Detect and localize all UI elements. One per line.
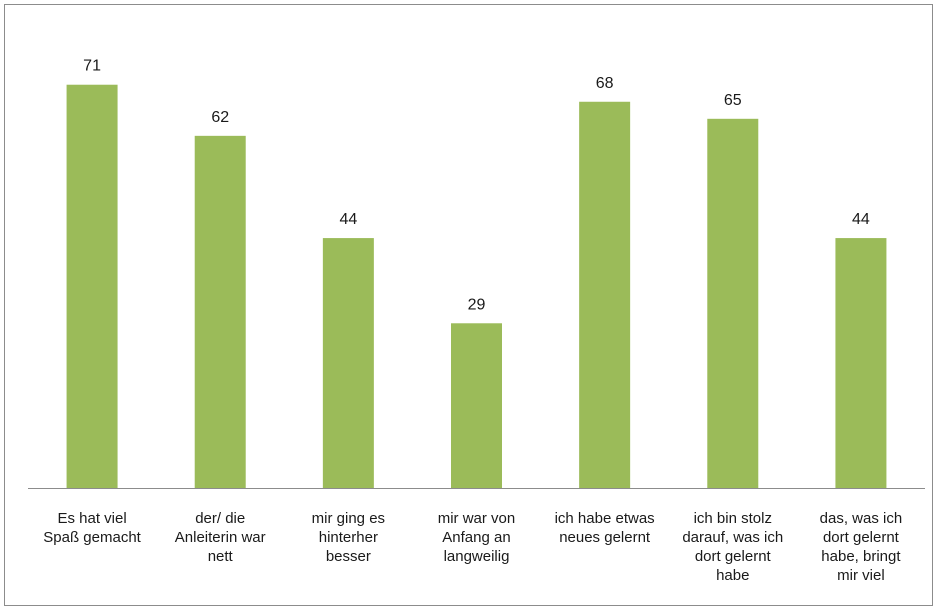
category-label-4: mir war von Anfang an langweilig <box>438 510 516 565</box>
bar-2 <box>194 135 246 488</box>
category-label-1: Es hat viel Spaß gemacht <box>43 510 141 546</box>
bar-1 <box>66 84 118 488</box>
value-label-7: 44 <box>852 211 870 228</box>
category-labels-group: Es hat viel Spaß gemacht der/ die Anleiteri… <box>43 510 902 584</box>
category-label-2: der/ die Anleiterin war nett <box>175 510 266 565</box>
value-label-2: 62 <box>211 109 229 126</box>
bar-7 <box>835 238 887 488</box>
chart-frame <box>4 4 933 606</box>
value-label-5: 68 <box>596 75 614 92</box>
category-label-6: ich bin stolz darauf, was ich dort gelernt… <box>682 510 783 584</box>
category-label-7: das, was ich dort gelernt habe, bringt mir … <box>820 510 903 584</box>
bars-group <box>66 84 887 489</box>
category-label-5: ich habe etwas neues gelernt <box>555 510 655 546</box>
bar-4 <box>451 323 502 488</box>
value-label-6: 65 <box>724 92 742 109</box>
value-label-4: 29 <box>468 296 486 313</box>
value-label-3: 44 <box>339 211 357 228</box>
bar-3 <box>322 238 374 488</box>
value-label-1: 71 <box>83 58 101 75</box>
category-label-3: mir ging es hinterher besser <box>312 510 385 565</box>
value-labels-group: 71 62 44 29 68 65 44 <box>83 58 870 314</box>
bar-6 <box>707 118 759 489</box>
bar-5 <box>579 101 631 488</box>
